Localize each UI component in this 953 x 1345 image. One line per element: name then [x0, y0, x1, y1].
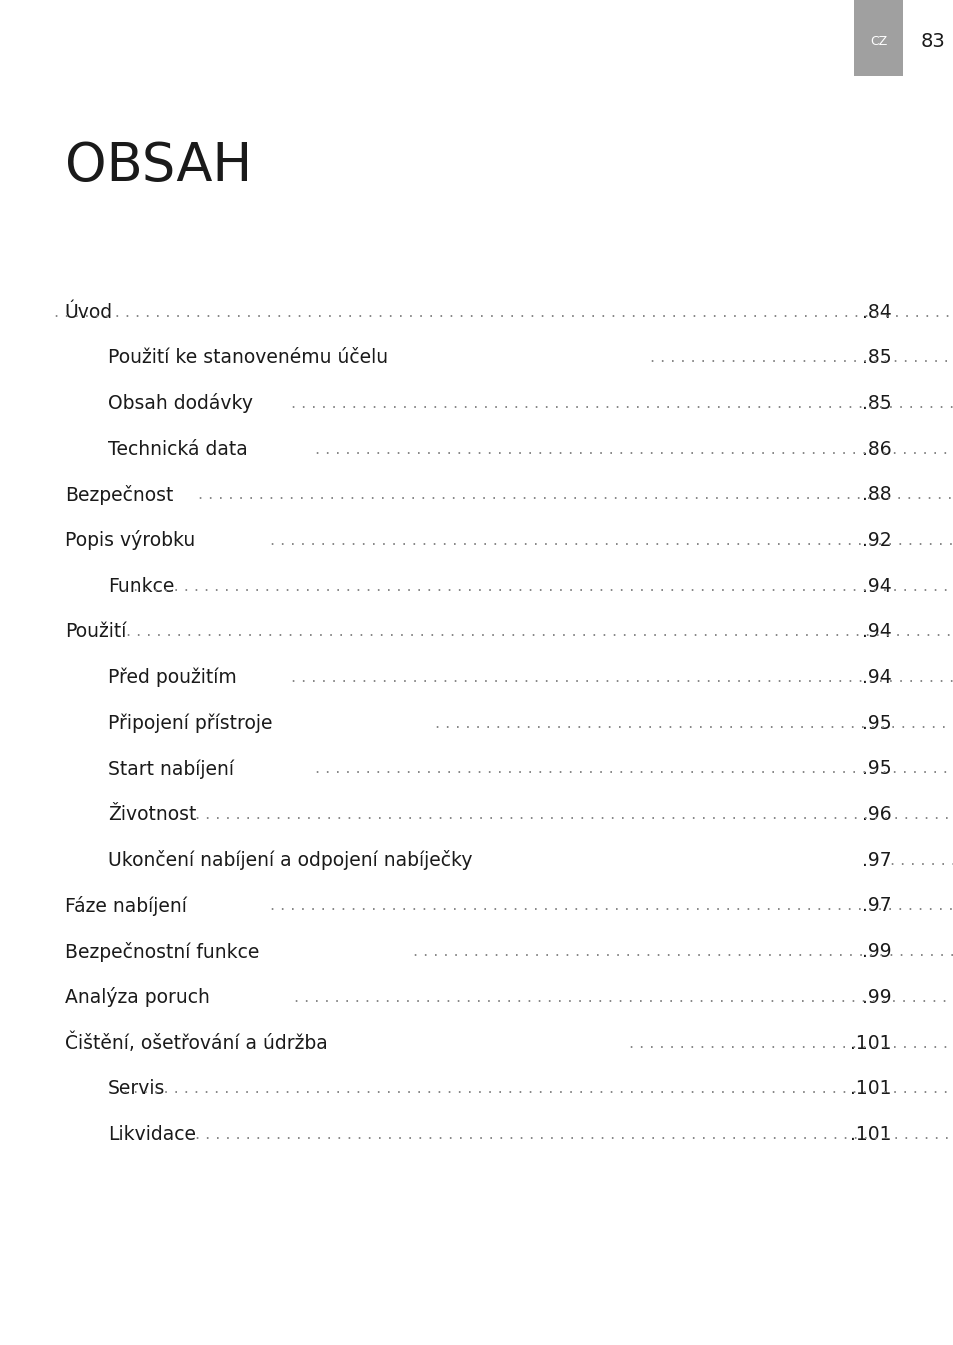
Text: .94: .94	[862, 668, 891, 687]
Text: .97: .97	[862, 851, 891, 870]
Text: Připojení přístroje: Připojení přístroje	[108, 713, 272, 733]
Text: . . . . . . . . . . . . . . . . . . . . . . . . . . . . . . . . . . . . . . . . : . . . . . . . . . . . . . . . . . . . . …	[413, 944, 953, 959]
Text: Ukončení nabíjení a odpojení nabíječky: Ukončení nabíjení a odpojení nabíječky	[108, 850, 472, 870]
Text: . . . . . . . . . . . . . . . . . . . . . . . . . . . . . . . . . . . . . . . . : . . . . . . . . . . . . . . . . . . . . …	[291, 670, 953, 685]
Text: .101: .101	[849, 1124, 891, 1145]
Text: . . . . . . . . . . . . . . . . . . . . . . . . . . . . . . . . . . . . . . . . : . . . . . . . . . . . . . . . . . . . . …	[123, 1081, 953, 1096]
Text: Životnost: Životnost	[108, 806, 196, 824]
Text: .97: .97	[862, 897, 891, 916]
FancyBboxPatch shape	[853, 0, 902, 77]
Text: . . . . . . . . . . . . . . . . . . . . . . . . . . . . . . . . . . . . . . . . : . . . . . . . . . . . . . . . . . . . . …	[270, 533, 953, 547]
Text: Bezpečnost: Bezpečnost	[65, 484, 173, 504]
Text: .85: .85	[862, 394, 891, 413]
Text: Použití: Použití	[65, 623, 126, 642]
Text: . . . . . . . . . . . . . . . . . . . . . . . . . . . . . . . . . . . . . . . . : . . . . . . . . . . . . . . . . . . . . …	[314, 761, 953, 776]
Text: .95: .95	[862, 760, 891, 779]
Text: .86: .86	[862, 440, 891, 459]
Text: Úvod: Úvod	[65, 303, 112, 321]
Text: . . . . . . . . . . . . . . . . . . . . . . . . . . . . . . . . . . . . . . . . : . . . . . . . . . . . . . . . . . . . . …	[650, 350, 953, 366]
Text: . . . . . . . . . . . . . . . . . . . . . . . . . . . . . . . . . . . . . . . . : . . . . . . . . . . . . . . . . . . . . …	[294, 990, 953, 1005]
Text: . . . . . . . . . . . . . . . . . . . . . . . . . . . . . . . . . . . . . . . . : . . . . . . . . . . . . . . . . . . . . …	[197, 487, 953, 502]
Text: . . . . . . . . . . . . . . . . . . . . . . . . . . . . . . . . . . . . . . . . : . . . . . . . . . . . . . . . . . . . . …	[435, 716, 953, 730]
Text: . . . . . . . . . . . . . . . . . . . . . . . . . . . . . . . . . . . . . . . . : . . . . . . . . . . . . . . . . . . . . …	[889, 853, 953, 868]
Text: Likvidace: Likvidace	[108, 1124, 195, 1145]
Text: . . . . . . . . . . . . . . . . . . . . . . . . . . . . . . . . . . . . . . . . : . . . . . . . . . . . . . . . . . . . . …	[195, 1127, 953, 1142]
Text: . . . . . . . . . . . . . . . . . . . . . . . . . . . . . . . . . . . . . . . . : . . . . . . . . . . . . . . . . . . . . …	[54, 304, 953, 320]
Text: CZ: CZ	[869, 35, 886, 48]
Text: .85: .85	[862, 348, 891, 367]
Text: .101: .101	[849, 1079, 891, 1099]
Text: .96: .96	[862, 806, 891, 824]
Text: Funkce: Funkce	[108, 577, 174, 596]
Text: Obsah dodávky: Obsah dodávky	[108, 394, 253, 413]
Text: . . . . . . . . . . . . . . . . . . . . . . . . . . . . . . . . . . . . . . . . : . . . . . . . . . . . . . . . . . . . . …	[123, 578, 953, 593]
Text: .94: .94	[862, 623, 891, 642]
Text: Použití ke stanovenému účelu: Použití ke stanovenému účelu	[108, 348, 388, 367]
Text: .84: .84	[862, 303, 891, 321]
Text: . . . . . . . . . . . . . . . . . . . . . . . . . . . . . . . . . . . . . . . . : . . . . . . . . . . . . . . . . . . . . …	[126, 624, 953, 639]
Text: .99: .99	[862, 943, 891, 962]
Text: Analýza poruch: Analýza poruch	[65, 987, 210, 1007]
Text: OBSAH: OBSAH	[65, 140, 252, 192]
Text: Před použitím: Před použitím	[108, 668, 236, 687]
Text: . . . . . . . . . . . . . . . . . . . . . . . . . . . . . . . . . . . . . . . . : . . . . . . . . . . . . . . . . . . . . …	[291, 395, 953, 412]
Text: Start nabíjení: Start nabíjení	[108, 759, 233, 779]
Text: . . . . . . . . . . . . . . . . . . . . . . . . . . . . . . . . . . . . . . . . : . . . . . . . . . . . . . . . . . . . . …	[314, 441, 953, 456]
Text: .101: .101	[849, 1033, 891, 1053]
Text: .99: .99	[862, 987, 891, 1007]
Text: .88: .88	[862, 486, 891, 504]
Text: .92: .92	[862, 531, 891, 550]
Text: Fáze nabíjení: Fáze nabíjení	[65, 896, 187, 916]
Text: Servis: Servis	[108, 1079, 165, 1099]
Text: . . . . . . . . . . . . . . . . . . . . . . . . . . . . . . . . . . . . . . . . : . . . . . . . . . . . . . . . . . . . . …	[195, 807, 953, 822]
Text: . . . . . . . . . . . . . . . . . . . . . . . . . . . . . . . . . . . . . . . . : . . . . . . . . . . . . . . . . . . . . …	[628, 1036, 953, 1050]
Text: Popis výrobku: Popis výrobku	[65, 530, 195, 550]
Text: 83: 83	[920, 32, 944, 51]
Text: Technická data: Technická data	[108, 440, 247, 459]
Text: . . . . . . . . . . . . . . . . . . . . . . . . . . . . . . . . . . . . . . . . : . . . . . . . . . . . . . . . . . . . . …	[270, 898, 953, 913]
Text: Bezpečnostní funkce: Bezpečnostní funkce	[65, 941, 259, 962]
Text: .95: .95	[862, 714, 891, 733]
Text: .94: .94	[862, 577, 891, 596]
Text: Čištění, ošetřování a údržba: Čištění, ošetřování a údržba	[65, 1033, 327, 1053]
